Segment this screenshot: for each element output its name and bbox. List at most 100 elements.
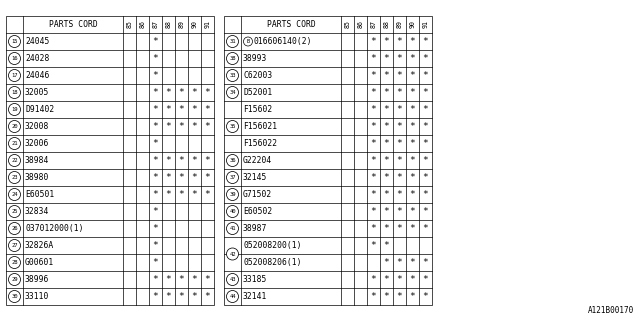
Text: *: * — [166, 105, 172, 114]
Text: *: * — [410, 139, 415, 148]
Text: *: * — [371, 54, 376, 63]
Text: 29: 29 — [12, 277, 18, 282]
Text: *: * — [152, 173, 158, 182]
Text: *: * — [179, 173, 184, 182]
Text: *: * — [422, 122, 428, 131]
Text: *: * — [410, 258, 415, 267]
Text: *: * — [205, 88, 211, 97]
Text: 43: 43 — [229, 277, 236, 282]
Text: *: * — [191, 88, 197, 97]
Text: A121B00170: A121B00170 — [588, 306, 634, 315]
Circle shape — [8, 103, 20, 116]
Text: *: * — [152, 88, 158, 97]
Text: 91: 91 — [205, 20, 211, 28]
Text: *: * — [422, 275, 428, 284]
Text: 87: 87 — [152, 20, 159, 28]
Text: *: * — [410, 275, 415, 284]
Circle shape — [227, 205, 239, 218]
Text: 24028: 24028 — [25, 54, 49, 63]
Text: 32006: 32006 — [25, 139, 49, 148]
Circle shape — [8, 188, 20, 201]
Text: E60501: E60501 — [25, 190, 54, 199]
Text: 28: 28 — [12, 260, 18, 265]
Text: 22: 22 — [12, 158, 18, 163]
Text: *: * — [410, 122, 415, 131]
Text: *: * — [371, 71, 376, 80]
Text: *: * — [422, 139, 428, 148]
Text: *: * — [152, 207, 158, 216]
Text: *: * — [397, 105, 403, 114]
Text: 24045: 24045 — [25, 37, 49, 46]
Text: *: * — [205, 190, 211, 199]
Text: 16: 16 — [12, 56, 18, 61]
Circle shape — [227, 274, 239, 285]
Text: *: * — [371, 292, 376, 301]
Text: 85: 85 — [127, 20, 132, 28]
Text: E60502: E60502 — [243, 207, 272, 216]
Text: 33185: 33185 — [243, 275, 268, 284]
Text: *: * — [152, 224, 158, 233]
Text: *: * — [397, 224, 403, 233]
Text: *: * — [371, 139, 376, 148]
Text: *: * — [191, 156, 197, 165]
Text: 21: 21 — [12, 141, 18, 146]
Circle shape — [227, 248, 239, 260]
Text: F156021: F156021 — [243, 122, 277, 131]
Text: 30: 30 — [12, 294, 18, 299]
Circle shape — [8, 69, 20, 82]
Text: *: * — [191, 275, 197, 284]
Text: 32834: 32834 — [25, 207, 49, 216]
Circle shape — [243, 37, 253, 46]
Circle shape — [227, 36, 239, 47]
Text: *: * — [410, 37, 415, 46]
Text: *: * — [191, 292, 197, 301]
Text: *: * — [422, 37, 428, 46]
Text: *: * — [410, 292, 415, 301]
Text: 32145: 32145 — [243, 173, 268, 182]
Circle shape — [8, 257, 20, 268]
Text: *: * — [397, 275, 403, 284]
Text: *: * — [410, 105, 415, 114]
Text: PARTS CORD: PARTS CORD — [49, 20, 97, 29]
Text: 18: 18 — [12, 90, 18, 95]
Text: *: * — [191, 105, 197, 114]
Text: *: * — [152, 190, 158, 199]
Text: 19: 19 — [12, 107, 18, 112]
Text: *: * — [422, 105, 428, 114]
Text: *: * — [205, 173, 211, 182]
Text: 32826A: 32826A — [25, 241, 54, 250]
Text: *: * — [205, 122, 211, 131]
Text: *: * — [371, 241, 376, 250]
Text: 44: 44 — [229, 294, 236, 299]
Text: *: * — [371, 88, 376, 97]
Text: 86: 86 — [358, 20, 364, 28]
Text: 36: 36 — [229, 158, 236, 163]
Text: *: * — [371, 190, 376, 199]
Text: C62003: C62003 — [243, 71, 272, 80]
Text: 89: 89 — [179, 20, 184, 28]
Text: *: * — [191, 173, 197, 182]
Text: 35: 35 — [229, 124, 236, 129]
Text: *: * — [371, 37, 376, 46]
Text: *: * — [397, 88, 403, 97]
Circle shape — [8, 205, 20, 218]
Text: 23: 23 — [12, 175, 18, 180]
Circle shape — [8, 274, 20, 285]
Text: *: * — [371, 275, 376, 284]
Text: *: * — [397, 37, 403, 46]
Text: *: * — [166, 88, 172, 97]
Text: 40: 40 — [229, 209, 236, 214]
Text: *: * — [371, 173, 376, 182]
Text: *: * — [422, 88, 428, 97]
Circle shape — [227, 291, 239, 302]
Text: *: * — [179, 156, 184, 165]
Circle shape — [8, 172, 20, 183]
Text: D91402: D91402 — [25, 105, 54, 114]
Text: 32008: 32008 — [25, 122, 49, 131]
Text: F156022: F156022 — [243, 139, 277, 148]
Circle shape — [8, 36, 20, 47]
Text: *: * — [166, 292, 172, 301]
Text: *: * — [383, 122, 389, 131]
Text: *: * — [152, 258, 158, 267]
Text: 33110: 33110 — [25, 292, 49, 301]
